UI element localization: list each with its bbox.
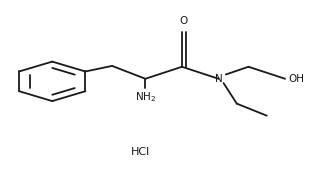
Text: HCl: HCl: [131, 147, 150, 157]
Text: O: O: [179, 16, 188, 26]
Text: NH$_2$: NH$_2$: [135, 90, 156, 104]
Text: N: N: [215, 74, 222, 84]
Text: OH: OH: [288, 74, 304, 84]
